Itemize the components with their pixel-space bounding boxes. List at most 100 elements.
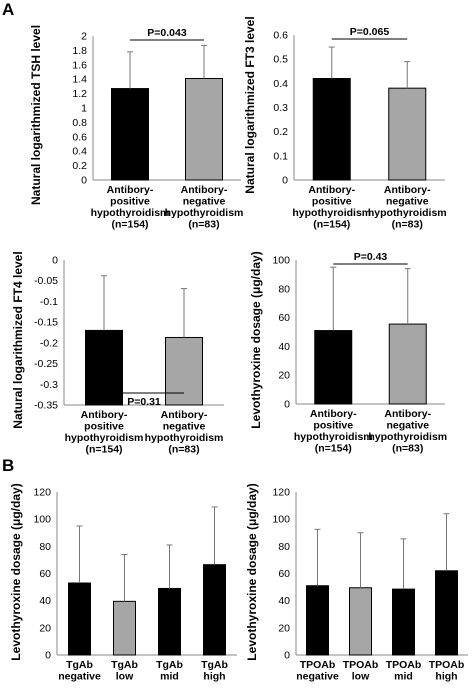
category-label: Antibory- [384,184,431,196]
y-tick-label: -0.3 [40,379,58,391]
category-label: (n=154) [85,444,122,456]
category-label: Antibory- [384,408,431,420]
bar [68,582,91,656]
y-tick-label: 100 [272,514,290,526]
category-label: (n=83) [188,219,219,231]
bar [349,587,372,656]
y-tick-label: 1.4 [72,74,87,86]
bar [165,336,203,406]
bar [312,78,351,181]
charts-container: 0 0.2 0.4 0.6 0.8 1 1.2 1.4 1.6 1.8 2 Natural logar… [9,16,468,683]
chart-1: 0 0.2 0.4 0.6 0.8 1 1.2 1.4 1.6 1.8 2 Natural logar… [29,25,243,231]
bar [113,600,136,656]
y-tick-label: 60 [278,312,290,324]
y-tick-label: -0.2 [40,337,58,349]
p-value-label: P=0.065 [350,26,390,38]
category-label: hypothyroidism [368,207,447,219]
bar [111,88,149,181]
category-label: hypothyroidism [145,432,224,444]
category-label: hypothyroidism [91,207,170,219]
category-label: TgAb [201,659,228,671]
y-tick-label: 1.2 [72,88,87,100]
chart-2: 0 0.1 0.2 0.3 0.4 0.5 0.6 Natural logarithmized… [243,16,447,230]
y-tick-label: 100 [272,255,290,267]
category-label: hypothyroidism [294,431,373,443]
y-tick-label: 0.1 [273,150,288,162]
bar [388,323,427,405]
y-tick-label: 2 [81,31,87,43]
category-label: negative [183,196,226,208]
category-label: (n=83) [168,444,199,456]
category-label: Antibory- [181,184,228,196]
y-tick-label: 0 [81,175,87,187]
chart-4: 0 20 40 60 80 100 Levothyroxine dosage (μg/day… [249,251,447,455]
y-tick-label: 120 [33,487,51,499]
y-tick-label: 40 [278,595,290,607]
bar [392,588,415,656]
y-tick-label: 60 [39,568,51,580]
p-value-label: P=0.043 [147,27,187,39]
category-label: high [203,671,225,683]
y-axis-label: Levothyroxine dosage (μg/day) [245,483,259,660]
y-tick-label: 40 [39,595,51,607]
bar [158,587,181,656]
y-tick-label: 1 [81,103,87,115]
category-label: low [352,671,370,683]
y-tick-label: -0.1 [40,296,58,308]
category-label: TgAb [156,659,183,671]
y-axis-label: Natural logarithmized TSH level [29,25,43,205]
category-label: high [435,671,457,683]
category-label: (n=154) [313,219,350,231]
category-label: TgAb [111,659,138,671]
y-tick-label: -0.25 [34,358,58,370]
y-tick-label: -0.05 [34,275,58,287]
chart-6: 0 20 40 60 80 100 120 Levothyroxine dosage (μg/… [245,483,468,683]
y-tick-label: 80 [278,283,290,295]
y-tick-label: 0.4 [273,78,288,90]
bar [203,564,226,656]
category-label: (n=154) [111,219,148,231]
category-label: (n=83) [392,219,423,231]
y-tick-label: 80 [278,541,290,553]
category-label: positive [312,196,352,208]
panel-label-b: B [2,456,14,475]
y-tick-label: 0.2 [72,160,87,172]
category-label: negative [163,421,206,433]
y-axis-label: Natural logarithmized FT4 level [11,251,25,428]
y-axis-label: Natural logarithmized FT3 level [243,16,257,193]
y-tick-label: -0.35 [34,400,58,412]
y-tick-label: 20 [278,622,290,634]
category-label: TPOAb [300,659,336,671]
category-label: TPOAb [429,659,465,671]
bar [85,329,123,406]
p-value-label: P=0.31 [127,396,161,408]
y-tick-label: 0.3 [273,102,288,114]
category-label: negative [296,671,339,683]
category-label: Antibory- [310,408,357,420]
category-label: TgAb [66,659,93,671]
bar [435,570,458,656]
bar [185,77,223,181]
bar [306,585,329,656]
category-label: Antibory- [81,409,128,421]
y-tick-label: 0 [45,650,51,662]
y-axis-label: Levothyroxine dosage (μg/day) [9,483,23,660]
category-label: TPOAb [386,659,422,671]
category-label: negative [386,196,429,208]
category-label: hypothyroidism [292,207,371,219]
y-tick-label: 1.6 [72,59,87,71]
category-label: mid [160,671,179,683]
category-label: Antibory- [308,184,355,196]
y-tick-label: 100 [33,514,51,526]
y-tick-label: 0.6 [273,30,288,42]
y-tick-label: 0 [282,175,288,187]
y-tick-label: 0.6 [72,131,87,143]
y-tick-label: 80 [39,541,51,553]
y-tick-label: 0.8 [72,117,87,129]
category-label: hypothyroidism [165,207,244,219]
category-label: Antibory- [107,184,154,196]
y-tick-label: 1.8 [72,45,87,57]
panel-label-a: A [2,0,14,19]
chart-5: 0 20 40 60 80 100 120 Levothyroxine dosage (μg/… [9,483,237,683]
